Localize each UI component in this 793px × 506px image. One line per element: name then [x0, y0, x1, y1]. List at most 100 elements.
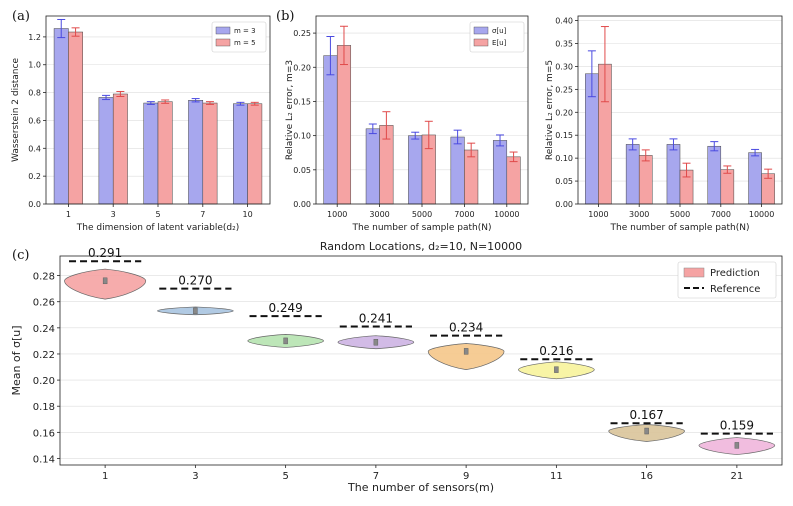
- y-tick-label: 0.8: [28, 89, 41, 98]
- x-tick-label: 5000: [670, 210, 690, 219]
- y-tick-label: 0.6: [28, 116, 41, 125]
- x-tick-label: 10000: [494, 210, 519, 219]
- y-tick-label: 0.22: [33, 350, 55, 361]
- x-axis-label: The number of sample path(N): [610, 223, 750, 233]
- y-axis-label: Relative L₂ error, m=3: [285, 60, 295, 160]
- x-tick-label: 7000: [454, 210, 474, 219]
- x-tick-label: 1: [66, 210, 71, 219]
- chart-relative-error-m5: 1000 3000 5000 7000 10000 0.00 0.05 0.10 0.15 0.2…: [545, 15, 783, 233]
- bar-series2: [202, 102, 218, 205]
- y-tick-label: 0.10: [555, 154, 573, 163]
- violin-median: [102, 277, 108, 285]
- y-tick-label: 0.15: [293, 97, 311, 106]
- chart-title: Random Locations, d₂=10, N=10000: [320, 240, 522, 253]
- x-tick-label: 1000: [588, 210, 608, 219]
- bar-series1: [666, 144, 681, 205]
- y-axis-label: Mean of σ[u]: [10, 325, 23, 395]
- y-tick-label: 0.26: [33, 298, 55, 309]
- violin-median: [193, 307, 198, 315]
- y-tick-label: 0.35: [555, 40, 573, 49]
- chart-relative-error-m3: 1000 3000 5000 7000 10000 0.00 0.05 0.10 0.15 0.2…: [285, 15, 529, 233]
- y-tick-label: 0.16: [33, 428, 55, 439]
- bar-series2: [464, 149, 479, 205]
- violin-median: [734, 442, 740, 449]
- legend-label-prediction: Prediction: [710, 268, 760, 279]
- x-axis-label: The number of sample path(N): [352, 223, 492, 233]
- x-tick-label: 10000: [749, 210, 774, 219]
- reference-label: 0.167: [629, 408, 663, 422]
- y-tick-label: 1.2: [28, 33, 41, 42]
- panel-label-b: (b): [276, 9, 294, 24]
- bar-series2: [112, 93, 128, 205]
- bar-series1: [707, 145, 722, 205]
- plot-frame: [577, 15, 783, 205]
- bar-series2: [336, 45, 352, 205]
- y-tick-label: 0.14: [33, 454, 55, 465]
- bar-series1: [53, 28, 69, 205]
- x-tick-label: 16: [640, 471, 653, 482]
- legend-swatch-prediction: [683, 267, 705, 278]
- y-tick-label: 0.2: [28, 172, 41, 181]
- x-tick-label: 3000: [629, 210, 649, 219]
- y-tick-label: 0.40: [555, 17, 573, 26]
- bar-series1: [188, 100, 204, 205]
- chart-violin-mean-sigma: 0.14 0.16 0.18 0.20 0.22 0.24 0.26 0.28 0.291 1 0.…: [10, 240, 783, 494]
- violin-median: [463, 348, 469, 355]
- bar-series1: [748, 152, 762, 205]
- x-axis-label: The number of sensors(m): [347, 481, 494, 494]
- legend-label: m = 5: [234, 39, 256, 47]
- x-tick-label: 1000: [327, 210, 347, 219]
- panel-label-a: (a): [12, 9, 30, 24]
- bar-series1: [450, 136, 465, 205]
- legend-swatch: [473, 38, 489, 47]
- y-tick-label: 0.05: [293, 166, 311, 175]
- reference-label: 0.249: [268, 301, 302, 315]
- bar-series2: [68, 31, 83, 205]
- violin-median: [644, 427, 649, 435]
- bar-series2: [157, 101, 173, 205]
- bar-series1: [323, 55, 338, 205]
- x-tick-label: 3000: [369, 210, 389, 219]
- violin: [427, 343, 505, 370]
- x-tick-label: 5: [282, 471, 288, 482]
- y-tick-label: 0.15: [555, 131, 573, 140]
- reference-label: 0.291: [88, 246, 122, 260]
- bar-series1: [625, 144, 640, 205]
- y-tick-label: 0.10: [293, 132, 311, 141]
- y-axis-label: Wasserstein 2 distance: [11, 58, 21, 162]
- violin: [64, 268, 147, 300]
- x-tick-label: 21: [731, 471, 744, 482]
- reference-label: 0.234: [449, 321, 483, 335]
- reference-label: 0.159: [720, 419, 754, 433]
- y-tick-label: 0.25: [555, 85, 573, 94]
- bar-series2: [638, 155, 653, 205]
- bar-series1: [408, 135, 423, 205]
- bar-series2: [720, 169, 735, 205]
- reference-label: 0.241: [359, 312, 393, 326]
- y-tick-label: 0.28: [33, 272, 55, 283]
- bar-series2: [506, 156, 521, 205]
- x-tick-label: 1: [102, 471, 108, 482]
- y-axis-label: Relative L₂ error, m=5: [545, 60, 555, 160]
- y-tick-label: 0.05: [555, 177, 573, 186]
- x-tick-label: 7000: [711, 210, 731, 219]
- x-tick-label: 7: [200, 210, 205, 219]
- x-tick-label: 7: [373, 471, 379, 482]
- violin-median: [373, 339, 379, 346]
- legend-swatch: [473, 26, 489, 35]
- chart-wasserstein: 1 3 5 7 10 0.0 0.2 0.4 0.6 0.8 1.0 1.2 The dimension…: [11, 15, 271, 233]
- y-tick-label: 0.20: [555, 108, 573, 117]
- x-tick-label: 9: [463, 471, 469, 482]
- violin-median: [554, 366, 559, 373]
- x-tick-label: 5: [155, 210, 160, 219]
- legend-label: E[u]: [492, 39, 507, 47]
- x-tick-label: 10: [243, 210, 253, 219]
- y-tick-label: 0.0: [28, 200, 41, 209]
- bar-series2: [247, 103, 263, 205]
- legend-swatch: [215, 26, 231, 35]
- x-axis-label: The dimension of latent variable(d₂): [76, 223, 239, 233]
- plot-frame: [315, 15, 529, 205]
- y-tick-label: 0.24: [33, 324, 55, 335]
- y-tick-label: 0.20: [33, 376, 55, 387]
- x-tick-label: 5000: [412, 210, 432, 219]
